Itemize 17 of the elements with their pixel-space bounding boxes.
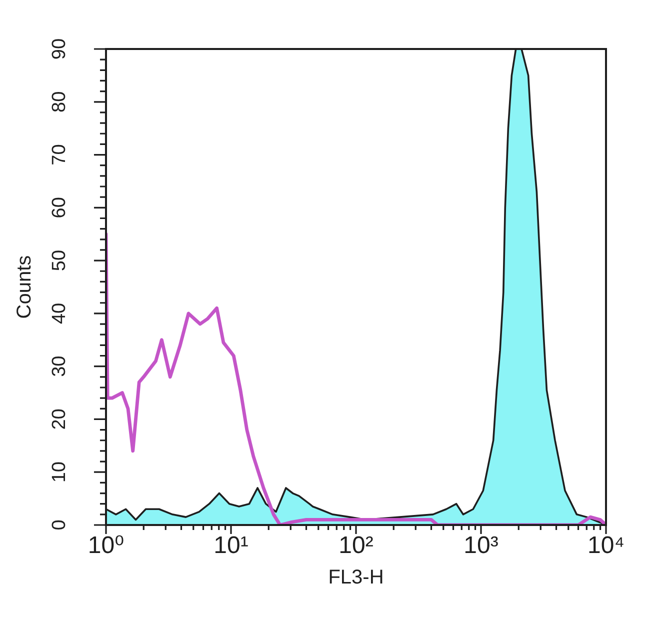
y-tick-label: 90 — [49, 38, 70, 60]
y-tick-label: 50 — [49, 250, 70, 272]
x-tick-label: 10⁴ — [587, 532, 625, 560]
y-tick-label: 40 — [49, 302, 70, 324]
y-tick-label: 10 — [49, 462, 70, 483]
x-tick-label: 10⁰ — [88, 532, 124, 560]
y-tick-label: 20 — [49, 408, 70, 430]
x-axis-title: FL3-H — [328, 566, 384, 589]
x-tick-label: 10³ — [464, 532, 498, 560]
y-tick-label: 0 — [49, 520, 70, 530]
x-tick-label: 10¹ — [214, 532, 248, 560]
y-axis-title: Counts — [14, 255, 36, 319]
y-tick-label: 80 — [49, 91, 70, 112]
x-tick-label: 10² — [338, 532, 374, 560]
y-tick-label: 60 — [49, 197, 70, 218]
y-tick-label: 70 — [49, 144, 70, 166]
y-tick-label: 30 — [49, 356, 70, 377]
